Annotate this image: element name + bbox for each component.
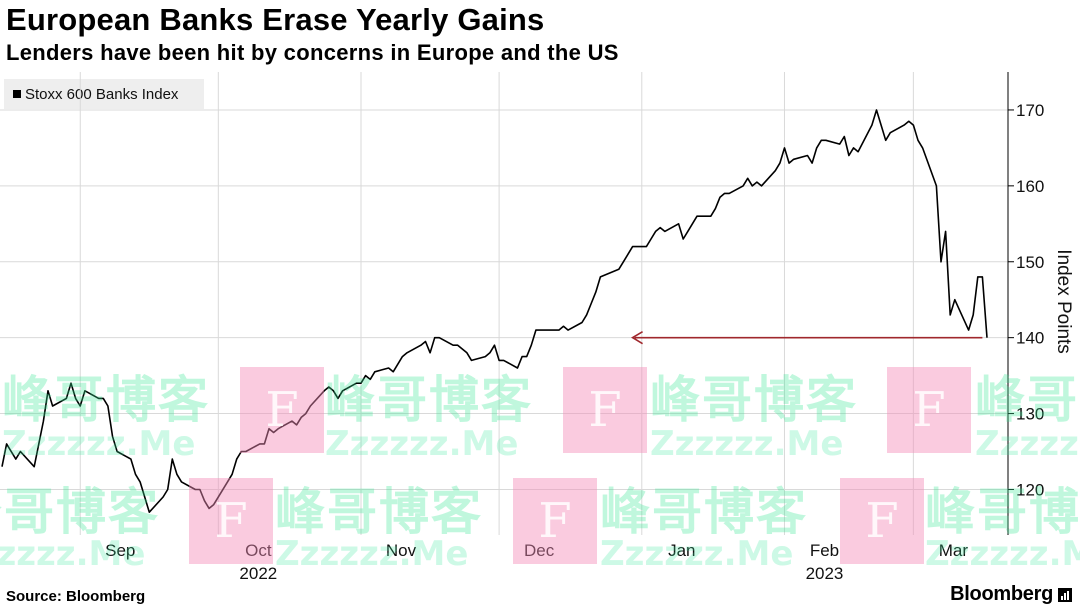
chart-title: European Banks Erase Yearly Gains [6, 2, 545, 37]
x-tick-label: Jan [668, 541, 695, 560]
series-line [1, 109, 988, 513]
legend-label: Stoxx 600 Banks Index [25, 85, 179, 103]
y-axis-title: Index Points [1053, 249, 1074, 354]
y-tick-label: 130 [1016, 405, 1044, 424]
x-tick-label: Oct [245, 541, 272, 560]
x-year-label: 2023 [806, 564, 844, 583]
x-tick-label: Feb [810, 541, 839, 560]
bar-chart-icon [1058, 587, 1072, 602]
y-tick-label: 170 [1016, 101, 1044, 120]
brand-logo: Bloomberg [950, 583, 1072, 606]
x-tick-label: Nov [386, 541, 417, 560]
y-tick-label: 140 [1016, 329, 1044, 348]
legend-swatch [13, 90, 21, 98]
legend: Stoxx 600 Banks Index [4, 79, 204, 109]
y-tick-label: 150 [1016, 253, 1044, 272]
x-year-label: 2022 [239, 564, 277, 583]
y-tick-label: 120 [1016, 480, 1044, 499]
chart-subtitle: Lenders have been hit by concerns in Eur… [6, 40, 619, 65]
x-tick-label: Dec [524, 541, 555, 560]
brand-name: Bloomberg [950, 583, 1053, 605]
source-note: Source: Bloomberg [6, 588, 146, 605]
y-tick-label: 160 [1016, 177, 1044, 196]
annotation-arrow-head [631, 330, 643, 345]
x-tick-label: Mar [939, 541, 969, 560]
x-tick-label: Sep [105, 541, 135, 560]
